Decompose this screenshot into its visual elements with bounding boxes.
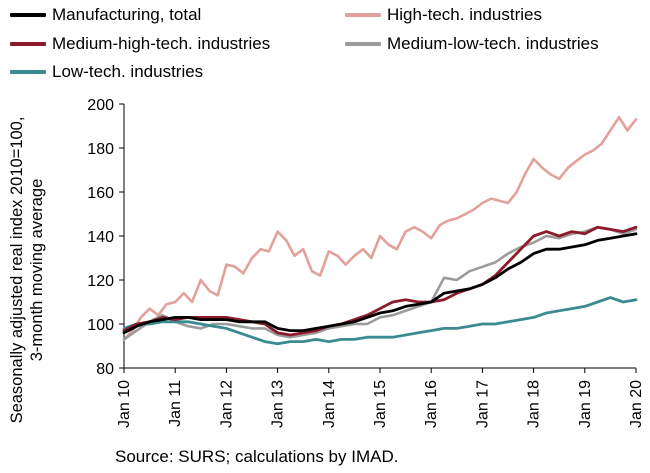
legend-item-medium-low-tech: Medium-low-tech. industries — [345, 33, 599, 55]
x-tick-label: Jan 17 — [474, 380, 491, 428]
y-tick-label: 200 — [87, 97, 114, 114]
y-tick-label: 100 — [87, 317, 114, 334]
x-tick-label: Jan 13 — [270, 380, 287, 428]
series-line-1 — [122, 115, 638, 341]
y-tick-label: 160 — [87, 185, 114, 202]
series-line-0 — [122, 232, 638, 335]
series-line-2 — [122, 225, 638, 337]
source-note: Source: SURS; calculations by IMAD. — [115, 447, 399, 466]
legend-item-low-tech: Low-tech. industries — [10, 61, 203, 83]
x-tick-label: Jan 16 — [423, 380, 440, 428]
legend-label: Medium-low-tech. industries — [387, 34, 599, 53]
x-tick-label: Jan 14 — [321, 380, 338, 428]
axes: 80 100 120 140 160 180 200 Jan 10 Jan 11 Jan 12 Ja… — [87, 97, 645, 428]
y-tick-label: 180 — [87, 141, 114, 158]
y-axis-title-line-2: 3-month moving average — [28, 179, 46, 362]
x-tick-label: Jan 18 — [526, 380, 543, 428]
legend-swatch — [10, 13, 46, 17]
legend-label: Medium-high-tech. industries — [52, 34, 271, 53]
legend-label: Manufacturing, total — [52, 5, 202, 24]
legend-swatch — [345, 42, 381, 46]
legend-item-medium-high-tech: Medium-high-tech. industries — [10, 33, 270, 55]
legend-label: Low-tech. industries — [52, 62, 204, 81]
legend-swatch — [345, 13, 381, 17]
legend-item-high-tech: High-tech. industries — [345, 4, 542, 26]
x-tick-label: Jan 12 — [218, 380, 235, 428]
y-tick-label: 120 — [87, 273, 114, 290]
x-tick-label: Jan 10 — [116, 380, 133, 428]
y-tick-label: 80 — [96, 361, 114, 378]
x-tick-label: Jan 19 — [577, 380, 594, 428]
legend-swatch — [10, 70, 46, 74]
series-group — [122, 115, 638, 346]
y-tick-label: 140 — [87, 229, 114, 246]
legend-swatch — [10, 42, 46, 46]
x-tick-label: Jan 11 — [167, 380, 184, 427]
x-tick-label: Jan 15 — [372, 380, 389, 428]
legend-label: High-tech. industries — [387, 5, 542, 24]
x-tick-label: Jan 20 — [628, 380, 645, 428]
legend-item-manufacturing-total: Manufacturing, total — [10, 4, 201, 26]
y-axis-title-line-1: Seasonally adjusted real index 2010=100, — [8, 117, 26, 424]
series-line-4 — [122, 296, 638, 346]
